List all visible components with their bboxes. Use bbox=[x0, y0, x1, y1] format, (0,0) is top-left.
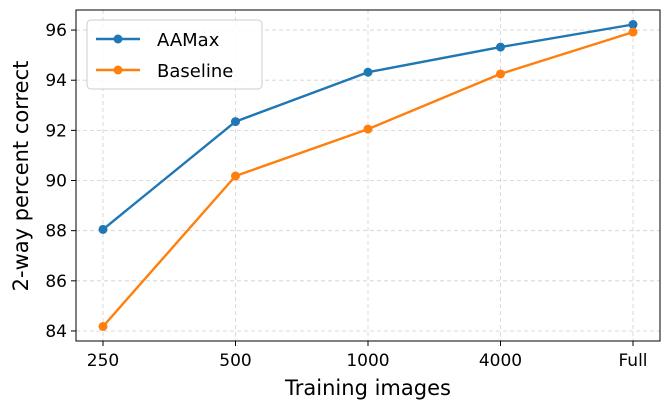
x-axis-title: Training images bbox=[284, 376, 451, 400]
y-axis: 84 86 88 90 92 94 96 bbox=[45, 21, 76, 342]
data-point-baseline bbox=[231, 171, 240, 181]
data-point-aamax bbox=[628, 20, 638, 30]
series-layer bbox=[98, 20, 638, 331]
legend: AAMax Baseline bbox=[86, 19, 263, 90]
y-tick-label: 86 bbox=[45, 272, 67, 292]
data-point-baseline bbox=[628, 27, 638, 37]
legend-marker-aamax bbox=[113, 34, 123, 44]
x-axis: 250 500 1000 4000 Full bbox=[87, 341, 648, 371]
y-tick-label: 92 bbox=[45, 121, 67, 141]
x-tick-label: 4000 bbox=[479, 351, 522, 371]
data-point-baseline bbox=[98, 321, 108, 331]
x-tick-label: 250 bbox=[87, 351, 119, 371]
legend-frame bbox=[86, 19, 263, 90]
data-point-aamax bbox=[363, 67, 373, 77]
x-tick-label: 1000 bbox=[346, 351, 389, 371]
y-tick-label: 84 bbox=[45, 322, 67, 342]
legend-label-baseline: Baseline bbox=[157, 61, 233, 82]
data-point-baseline bbox=[363, 124, 373, 134]
x-tick-label: 500 bbox=[219, 351, 251, 371]
y-axis-title: 2-way percent correct bbox=[9, 61, 33, 292]
data-point-baseline bbox=[496, 69, 505, 79]
x-tick-label: Full bbox=[618, 351, 647, 371]
y-tick-label: 94 bbox=[45, 71, 67, 91]
y-tick-label: 96 bbox=[45, 21, 67, 41]
legend-marker-baseline bbox=[113, 65, 123, 75]
legend-label-aamax: AAMax bbox=[157, 30, 220, 51]
data-point-aamax bbox=[231, 117, 240, 127]
data-point-aamax bbox=[496, 42, 505, 52]
y-tick-label: 90 bbox=[45, 172, 67, 192]
data-point-aamax bbox=[98, 224, 108, 234]
y-tick-label: 88 bbox=[45, 222, 67, 242]
grid-lines bbox=[76, 10, 660, 341]
